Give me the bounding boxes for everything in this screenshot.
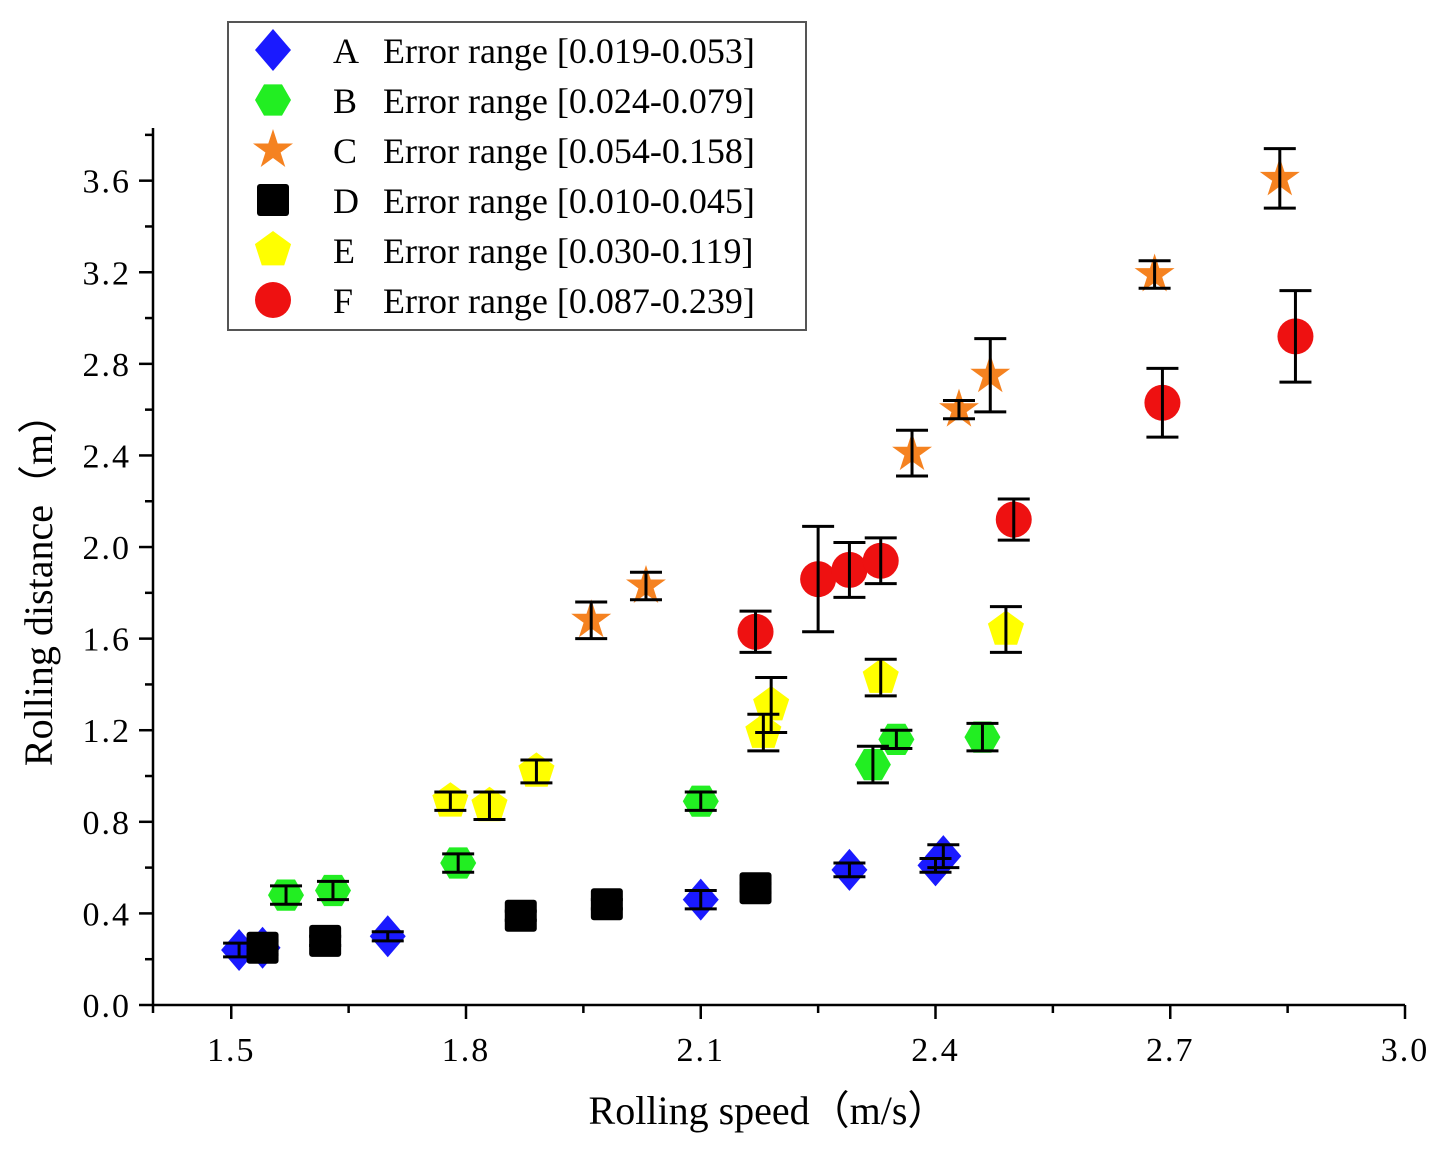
x-tick-label: 2.1 <box>677 1032 726 1069</box>
y-tick-label: 2.4 <box>83 438 132 475</box>
x-axis-title: Rolling speed（m/s） <box>589 1088 948 1133</box>
y-tick-label: 3.6 <box>83 164 132 201</box>
legend-label: Error range [0.019-0.053] <box>383 31 755 71</box>
y-tick-label: 0.4 <box>83 896 132 933</box>
plot-area <box>221 147 1314 972</box>
y-tick-label: 2.8 <box>83 347 132 384</box>
legend-series-name: A <box>333 31 359 71</box>
x-tick-label: 1.5 <box>207 1032 256 1069</box>
y-tick-label: 2.0 <box>83 530 132 567</box>
legend-marker-D <box>257 184 289 216</box>
legend-label: Error range [0.054-0.158] <box>383 131 755 171</box>
legend-label: Error range [0.024-0.079] <box>383 81 755 121</box>
legend-label: Error range [0.087-0.239] <box>383 281 755 321</box>
x-tick-label: 2.7 <box>1146 1032 1195 1069</box>
legend-series-name: C <box>333 131 357 171</box>
legend-label: Error range [0.030-0.119] <box>383 231 754 271</box>
axes: 1.5 1.8 2.1 2.4 2.7 3.0 0.0 0.4 0.8 1.2 1.6 2.0 2.4 2… <box>83 128 1430 1069</box>
series-F <box>737 289 1314 654</box>
legend-series-name: E <box>333 231 355 271</box>
y-tick-label: 0.0 <box>83 988 132 1025</box>
series-D <box>246 872 772 964</box>
series-C <box>571 147 1300 641</box>
y-tick-label: 1.2 <box>83 713 132 750</box>
legend-box <box>227 21 807 331</box>
legend-series-name: B <box>333 81 357 121</box>
legend-marker-B <box>255 84 291 116</box>
legend-series-name: F <box>333 281 353 321</box>
y-tick-label: 1.6 <box>83 622 132 659</box>
y-tick-label: 3.2 <box>83 255 132 292</box>
series-E <box>432 605 1024 822</box>
legend-label: Error range [0.010-0.045] <box>383 181 755 221</box>
legend: A Error range [0.019-0.053] B Error range [… <box>227 21 807 331</box>
x-tick-label: 3.0 <box>1381 1032 1430 1069</box>
legend-marker-C <box>253 129 293 167</box>
x-tick-label: 2.4 <box>911 1032 960 1069</box>
x-tick-label: 1.8 <box>442 1032 491 1069</box>
y-tick-label: 0.8 <box>83 805 132 842</box>
legend-series-name: D <box>333 181 359 221</box>
legend-marker-F <box>255 282 291 318</box>
legend-marker-E <box>254 231 292 266</box>
legend-marker-A <box>255 29 291 71</box>
series-B <box>268 721 1001 911</box>
y-axis-title: Rolling distance（m） <box>16 394 61 766</box>
